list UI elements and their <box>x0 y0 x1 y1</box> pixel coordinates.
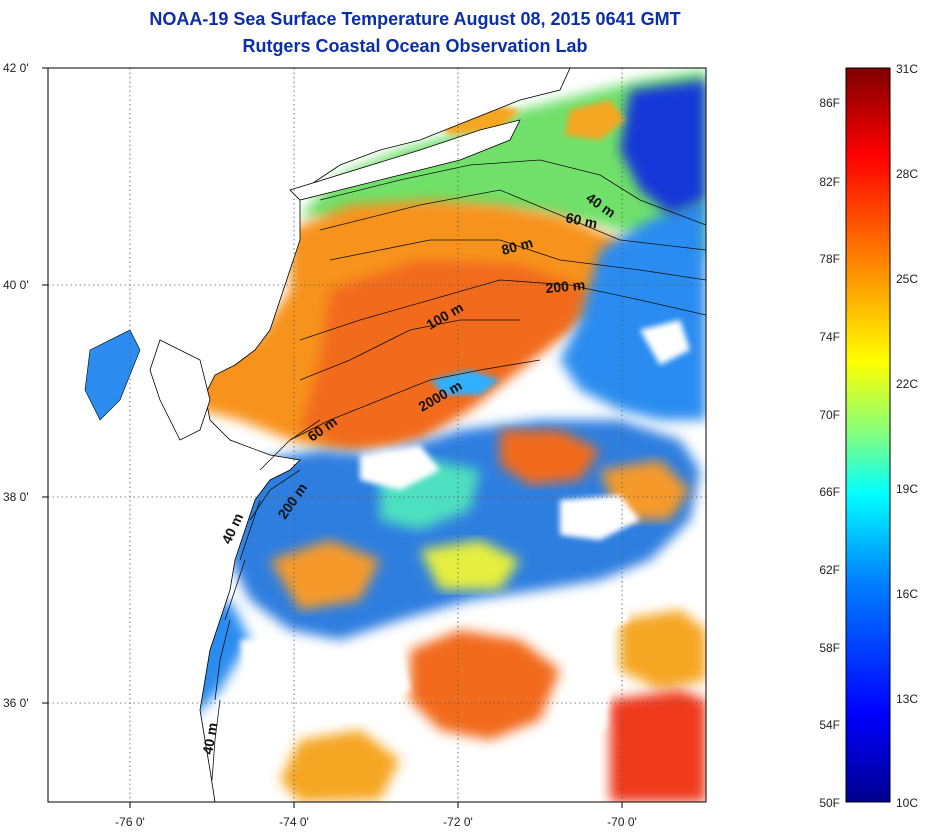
contour-label: 60 m <box>564 209 599 231</box>
y-tick-label: 36 0' <box>3 696 29 710</box>
colorbar-f-label: 58F <box>819 641 840 655</box>
map-frame <box>47 67 707 803</box>
bathymetry-contours <box>211 159 706 781</box>
colorbar-c-label: 19C <box>896 482 918 496</box>
colorbar-f-label: 54F <box>819 718 840 732</box>
land <box>48 68 571 802</box>
y-tick-label: 42 0' <box>3 61 29 75</box>
colorbar-f-label: 78F <box>819 252 840 266</box>
x-tick-label: -74 0' <box>279 815 309 829</box>
colorbar-c-label: 10C <box>896 796 918 810</box>
grid-lines <box>48 68 706 802</box>
y-tick-label: 38 0' <box>3 490 29 504</box>
y-tick-label: 40 0' <box>3 278 29 292</box>
colorbar: 86F 82F 78F 74F 70F 66F 62F 58F 54F 50F … <box>819 62 918 810</box>
colorbar-fahrenheit-labels: 86F 82F 78F 74F 70F 66F 62F 58F 54F 50F <box>819 96 840 810</box>
map-title: NOAA-19 Sea Surface Temperature August 0… <box>149 9 681 29</box>
x-tick-label: -76 0' <box>115 815 145 829</box>
map-subtitle: Rutgers Coastal Ocean Observation Lab <box>242 36 588 56</box>
x-axis-labels: -76 0' -74 0' -72 0' -70 0' <box>115 815 637 829</box>
y-axis-labels: 42 0' 40 0' 38 0' 36 0' <box>3 61 29 710</box>
x-tick-label: -70 0' <box>607 815 637 829</box>
colorbar-f-label: 74F <box>819 330 840 344</box>
colorbar-f-label: 82F <box>819 175 840 189</box>
colorbar-f-label: 86F <box>819 96 840 110</box>
colorbar-celsius-labels: 31C 28C 25C 22C 19C 16C 13C 10C <box>896 62 918 810</box>
colorbar-c-label: 25C <box>896 272 918 286</box>
x-tick-label: -72 0' <box>443 815 473 829</box>
colorbar-f-label: 66F <box>819 485 840 499</box>
colorbar-f-label: 50F <box>819 796 840 810</box>
map-panel <box>48 68 706 802</box>
colorbar-c-label: 31C <box>896 62 918 76</box>
colorbar-c-label: 28C <box>896 167 918 181</box>
contour-label: 80 m <box>500 234 535 258</box>
contour-label: 40 m <box>199 721 220 755</box>
colorbar-c-label: 13C <box>896 692 918 706</box>
contour-label: 200 m <box>545 277 586 296</box>
colorbar-f-label: 62F <box>819 563 840 577</box>
colorbar-c-label: 16C <box>896 587 918 601</box>
colorbar-f-label: 70F <box>819 408 840 422</box>
colorbar-c-label: 22C <box>896 377 918 391</box>
axis-ticks <box>42 67 623 808</box>
